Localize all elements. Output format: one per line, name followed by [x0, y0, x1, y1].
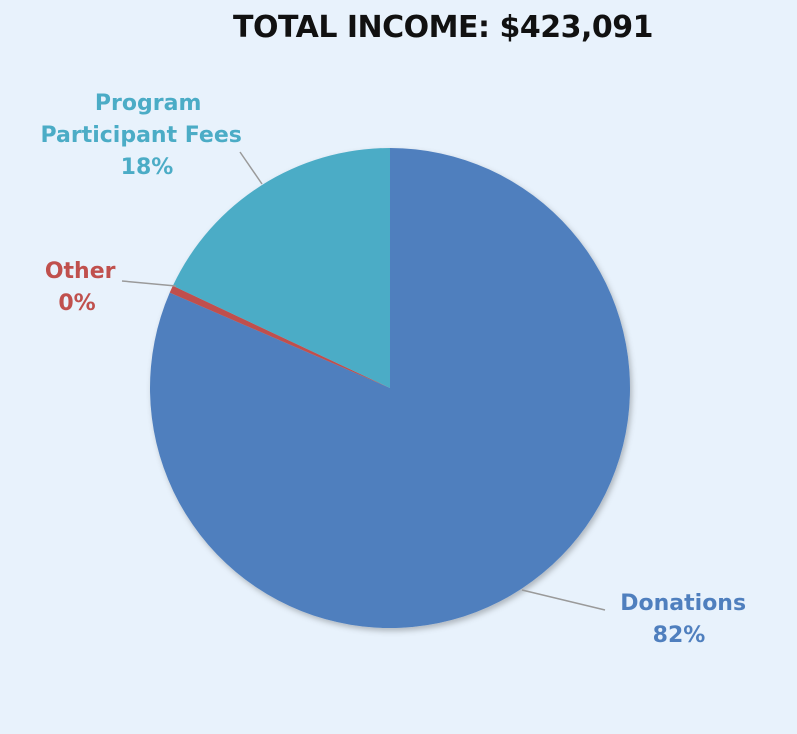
label-donations: Donations 82%	[620, 591, 753, 648]
label-donations-pct: 82%	[653, 623, 706, 648]
label-donations-name: Donations	[620, 591, 746, 616]
label-fees-pct: 18%	[121, 155, 174, 180]
pie-slice-donations	[149, 148, 630, 628]
leader-line-other	[121, 280, 177, 287]
label-fees-line1: Program	[95, 91, 201, 116]
label-fees: Program Participant Fees 18%	[40, 91, 249, 180]
label-fees-line2: Participant Fees	[40, 123, 241, 148]
label-other-pct: 0%	[58, 291, 95, 316]
chart-title: TOTAL INCOME: $423,091	[233, 10, 653, 45]
leader-line-fees	[239, 151, 263, 185]
pie-slice-other	[169, 285, 390, 388]
label-other: Other 0%	[45, 259, 123, 316]
pie-slice-program-participant-fees	[172, 148, 390, 388]
label-other-name: Other	[45, 259, 116, 284]
leader-line-donations	[521, 589, 606, 611]
